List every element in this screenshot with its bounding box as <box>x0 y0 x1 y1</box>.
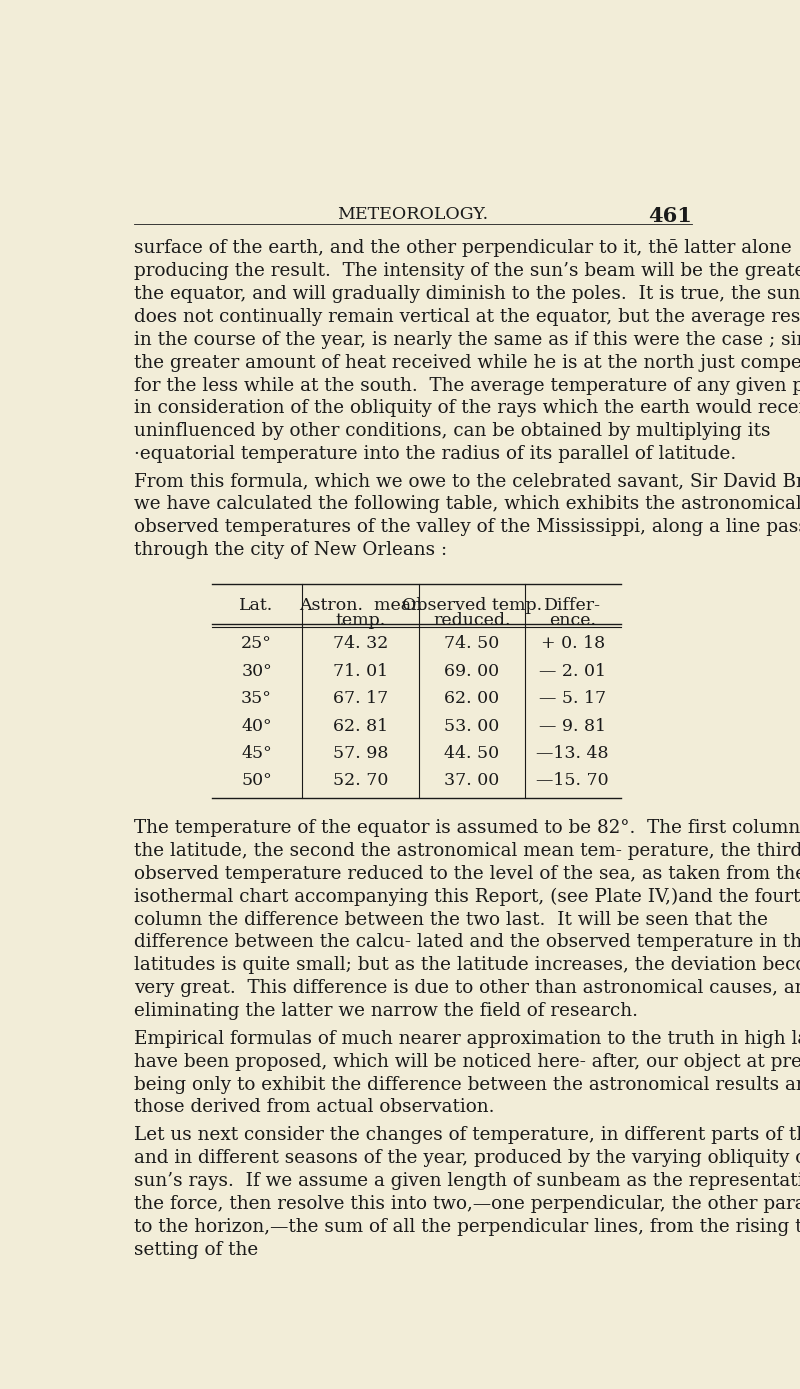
Text: 69. 00: 69. 00 <box>445 663 499 679</box>
Text: 44. 50: 44. 50 <box>445 745 499 763</box>
Text: 74. 32: 74. 32 <box>333 635 388 653</box>
Text: we have calculated the following table, which exhibits the astronomical and: we have calculated the following table, … <box>134 496 800 513</box>
Text: uninfluenced by other conditions, can be obtained by multiplying its: uninfluenced by other conditions, can be… <box>134 422 770 440</box>
Text: + 0. 18: + 0. 18 <box>541 635 605 653</box>
Text: have been proposed, which will be noticed here- after, our object at present: have been proposed, which will be notice… <box>134 1053 800 1071</box>
Text: From this formula, which we owe to the celebrated savant, Sir David Brewster,: From this formula, which we owe to the c… <box>134 472 800 490</box>
Text: the latitude, the second the astronomical mean tem- perature, the third the: the latitude, the second the astronomica… <box>134 842 800 860</box>
Text: very great.  This difference is due to other than astronomical causes, and by: very great. This difference is due to ot… <box>134 979 800 997</box>
Text: — 9. 81: — 9. 81 <box>539 718 606 735</box>
Text: Differ-: Differ- <box>544 597 602 614</box>
Text: — 5. 17: — 5. 17 <box>539 690 606 707</box>
Text: surface of the earth, and the other perpendicular to it, thē latter alone: surface of the earth, and the other perp… <box>134 239 792 257</box>
Text: —13. 48: —13. 48 <box>537 745 609 763</box>
Text: 25°: 25° <box>241 635 272 653</box>
Text: 74. 50: 74. 50 <box>444 635 500 653</box>
Text: Empirical formulas of much nearer approximation to the truth in high latitudes: Empirical formulas of much nearer approx… <box>134 1029 800 1047</box>
Text: Lat.: Lat. <box>239 597 274 614</box>
Text: 35°: 35° <box>241 690 272 707</box>
Text: observed temperature reduced to the level of the sea, as taken from the: observed temperature reduced to the leve… <box>134 865 800 883</box>
Text: ·equatorial temperature into the radius of its parallel of latitude.: ·equatorial temperature into the radius … <box>134 446 736 463</box>
Text: the force, then resolve this into two,—one perpendicular, the other parallel: the force, then resolve this into two,—o… <box>134 1195 800 1213</box>
Text: to the horizon,—the sum of all the perpendicular lines, from the rising to the: to the horizon,—the sum of all the perpe… <box>134 1218 800 1236</box>
Text: through the city of New Orleans :: through the city of New Orleans : <box>134 540 447 558</box>
Text: 57. 98: 57. 98 <box>333 745 388 763</box>
Text: 53. 00: 53. 00 <box>444 718 500 735</box>
Text: Observed temp.: Observed temp. <box>402 597 542 614</box>
Text: METEOROLOGY.: METEOROLOGY. <box>338 206 489 224</box>
Text: latitudes is quite small; but as the latitude increases, the deviation becomes: latitudes is quite small; but as the lat… <box>134 956 800 974</box>
Text: —15. 70: —15. 70 <box>537 772 609 789</box>
Text: 50°: 50° <box>241 772 272 789</box>
Text: being only to exhibit the difference between the astronomical results and: being only to exhibit the difference bet… <box>134 1075 800 1093</box>
Text: in the course of the year, is nearly the same as if this were the case ; since: in the course of the year, is nearly the… <box>134 331 800 349</box>
Text: 45°: 45° <box>241 745 272 763</box>
Text: 461: 461 <box>648 206 692 226</box>
Text: ence.: ence. <box>550 613 596 629</box>
Text: those derived from actual observation.: those derived from actual observation. <box>134 1099 494 1117</box>
Text: temp.: temp. <box>335 613 386 629</box>
Text: setting of the: setting of the <box>134 1240 258 1258</box>
Text: the equator, and will gradually diminish to the poles.  It is true, the sun: the equator, and will gradually diminish… <box>134 285 800 303</box>
Text: and in different seasons of the year, produced by the varying obliquity of the: and in different seasons of the year, pr… <box>134 1149 800 1167</box>
Text: does not continually remain vertical at the equator, but the average result,: does not continually remain vertical at … <box>134 308 800 326</box>
Text: The temperature of the equator is assumed to be 82°.  The first column gives: The temperature of the equator is assume… <box>134 820 800 838</box>
Text: 40°: 40° <box>242 718 272 735</box>
Text: observed temperatures of the valley of the Mississippi, along a line passing: observed temperatures of the valley of t… <box>134 518 800 536</box>
Text: for the less while at the south.  The average temperature of any given place,: for the less while at the south. The ave… <box>134 376 800 394</box>
Text: difference between the calcu- lated and the observed temperature in the lower: difference between the calcu- lated and … <box>134 933 800 951</box>
Text: 62. 00: 62. 00 <box>445 690 499 707</box>
Text: sun’s rays.  If we assume a given length of sunbeam as the representative of: sun’s rays. If we assume a given length … <box>134 1172 800 1190</box>
Text: Astron.  mean: Astron. mean <box>298 597 422 614</box>
Text: 71. 01: 71. 01 <box>333 663 388 679</box>
Text: Let us next consider the changes of temperature, in different parts of the day: Let us next consider the changes of temp… <box>134 1126 800 1145</box>
Text: 62. 81: 62. 81 <box>333 718 388 735</box>
Text: 52. 70: 52. 70 <box>333 772 388 789</box>
Text: — 2. 01: — 2. 01 <box>539 663 606 679</box>
Text: the greater amount of heat received while he is at the north just compensates: the greater amount of heat received whil… <box>134 354 800 372</box>
Text: isothermal chart accompanying this Report, (see Plate IV,)and the fourth: isothermal chart accompanying this Repor… <box>134 888 800 906</box>
Text: producing the result.  The intensity of the sun’s beam will be the greatest at: producing the result. The intensity of t… <box>134 263 800 281</box>
Text: 30°: 30° <box>241 663 272 679</box>
Text: eliminating the latter we narrow the field of research.: eliminating the latter we narrow the fie… <box>134 1001 638 1020</box>
Text: 37. 00: 37. 00 <box>444 772 500 789</box>
Text: column the difference between the two last.  It will be seen that the: column the difference between the two la… <box>134 911 768 928</box>
Text: reduced.: reduced. <box>434 613 510 629</box>
Text: in consideration of the obliquity of the rays which the earth would receive if: in consideration of the obliquity of the… <box>134 400 800 418</box>
Text: 67. 17: 67. 17 <box>333 690 388 707</box>
